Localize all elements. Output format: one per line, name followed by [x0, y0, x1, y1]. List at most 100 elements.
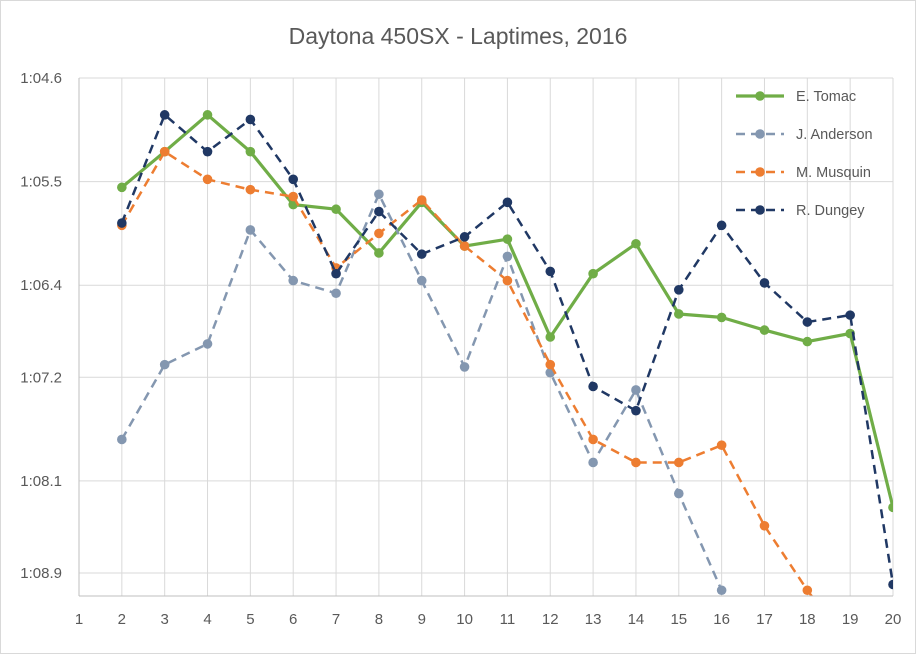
x-tick-label: 3 [161, 611, 169, 628]
legend-marker [755, 205, 765, 215]
data-point [673, 457, 684, 468]
data-point [245, 114, 256, 125]
data-point [159, 146, 170, 157]
data-point [331, 268, 341, 279]
y-tick-label: 1:07.2 [20, 369, 62, 386]
data-point [117, 218, 127, 228]
x-tick-label: 10 [456, 611, 473, 628]
data-point [374, 206, 384, 217]
grid [79, 77, 894, 596]
data-point [545, 332, 556, 342]
data-point [588, 381, 598, 392]
legend-item-e-tomac: E. Tomac [736, 89, 856, 105]
data-point [159, 110, 170, 120]
legend-item-j-anderson: J. Anderson [736, 127, 873, 143]
series-m-musquin [117, 146, 855, 653]
data-point [459, 232, 470, 242]
legend-marker [755, 91, 765, 101]
data-point [716, 220, 727, 231]
x-tick-label: 14 [628, 611, 645, 628]
chart-title: Daytona 450SX - Laptimes, 2016 [289, 23, 628, 49]
data-point [416, 249, 427, 259]
data-point [759, 520, 770, 531]
data-point [588, 457, 598, 468]
data-point [374, 248, 384, 258]
data-point [331, 204, 341, 215]
x-tick-label: 9 [418, 611, 426, 628]
data-point [202, 146, 213, 157]
y-tick-label: 1:08.1 [20, 473, 62, 490]
legend-label: J. Anderson [796, 127, 873, 143]
y-tick-label: 1:05.5 [20, 174, 62, 191]
data-point [416, 275, 427, 286]
data-point [759, 325, 770, 335]
series-r-dungey [117, 110, 893, 590]
data-point [631, 457, 641, 468]
data-point [117, 434, 127, 445]
x-tick-label: 8 [375, 611, 383, 628]
data-point [588, 434, 598, 445]
series-layer [117, 110, 893, 653]
legend-item-m-musquin: M. Musquin [736, 165, 871, 181]
x-tick-label: 17 [756, 611, 773, 628]
data-point [202, 110, 213, 120]
x-tick-label: 4 [203, 611, 211, 628]
data-point [245, 184, 256, 195]
data-point [802, 317, 813, 327]
legend-item-r-dungey: R. Dungey [736, 203, 865, 219]
x-tick-label: 20 [885, 611, 902, 628]
data-point [545, 359, 556, 370]
data-point [716, 312, 727, 323]
data-point [374, 189, 384, 200]
series-line-m-musquin [120, 150, 814, 596]
data-point [331, 288, 341, 299]
series-j-anderson [117, 189, 727, 596]
x-tick-label: 15 [670, 611, 687, 628]
data-point [502, 197, 513, 208]
data-point [159, 359, 170, 370]
x-tick-label: 2 [118, 611, 126, 628]
data-point [673, 488, 684, 499]
data-point [288, 191, 299, 202]
data-point [845, 643, 855, 653]
data-point [374, 228, 384, 239]
data-point [631, 385, 641, 395]
data-point [202, 339, 213, 349]
data-point [845, 310, 855, 320]
data-point [288, 275, 299, 286]
legend-label: E. Tomac [796, 89, 856, 105]
x-tick-label: 12 [542, 611, 559, 628]
data-point [202, 174, 213, 185]
data-point [288, 174, 299, 185]
x-tick-label: 13 [585, 611, 602, 628]
data-point [502, 251, 513, 262]
x-tick-label: 18 [799, 611, 816, 628]
x-tick-label: 7 [332, 611, 340, 628]
data-point [245, 146, 256, 157]
data-point [545, 266, 556, 277]
data-point [416, 195, 427, 205]
x-tick-label: 6 [289, 611, 297, 628]
legend-marker [755, 167, 765, 177]
legend-label: M. Musquin [796, 165, 871, 181]
data-point [245, 225, 256, 235]
data-point [673, 285, 684, 295]
axes: 1:04.61:05.51:06.41:07.21:08.11:08.91 2 3 4… [20, 70, 901, 628]
data-point [802, 336, 813, 347]
data-point [888, 502, 893, 513]
x-tick-label: 16 [713, 611, 730, 628]
legend-marker [755, 129, 765, 139]
data-point [802, 585, 813, 596]
data-point [631, 405, 641, 416]
x-tick-label: 5 [246, 611, 254, 628]
data-point [716, 440, 727, 451]
data-point [673, 309, 684, 319]
data-point [631, 238, 641, 249]
data-point [502, 275, 513, 286]
data-point [588, 268, 598, 279]
data-point [459, 362, 470, 372]
data-point [117, 182, 127, 193]
legend-label: R. Dungey [796, 203, 865, 219]
x-tick-label: 11 [500, 611, 516, 628]
